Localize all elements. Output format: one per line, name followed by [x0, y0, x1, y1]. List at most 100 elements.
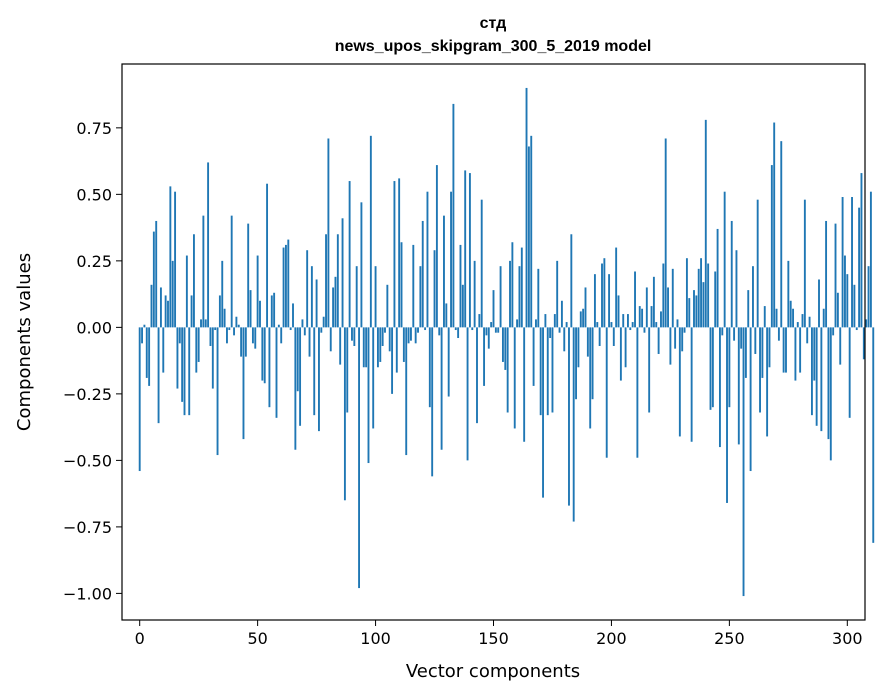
bar	[752, 266, 754, 328]
bar	[525, 87, 528, 328]
bar	[542, 327, 544, 498]
bar	[242, 327, 245, 440]
bar	[405, 327, 408, 456]
bar	[188, 327, 191, 416]
bar	[353, 327, 356, 346]
bar	[605, 327, 608, 458]
bar	[586, 327, 589, 357]
chart-title: стд	[480, 15, 507, 32]
bar	[204, 319, 207, 328]
x-tick-label: 300	[832, 629, 863, 648]
bar	[273, 292, 276, 328]
bar	[445, 303, 448, 328]
bar	[558, 327, 561, 333]
bar	[825, 220, 828, 328]
bar	[608, 274, 611, 328]
bar	[754, 327, 757, 354]
bar	[294, 327, 297, 450]
bar	[834, 223, 837, 328]
bar	[452, 103, 455, 328]
bar	[794, 327, 797, 381]
bar	[376, 327, 379, 368]
bar	[259, 300, 261, 328]
bar	[671, 268, 674, 328]
bar	[407, 327, 410, 344]
bar	[622, 314, 625, 328]
x-tick-label: 200	[596, 629, 627, 648]
bar	[332, 287, 335, 328]
bar	[664, 138, 667, 328]
bar	[157, 327, 160, 424]
bar	[612, 327, 615, 346]
bar	[233, 327, 235, 336]
bar	[737, 327, 740, 445]
bar	[799, 327, 802, 373]
y-tick-label: −0.25	[63, 385, 112, 404]
x-axis-ticks: 0 50 100 150 200 250 300	[135, 620, 863, 648]
bar	[414, 327, 417, 344]
bar	[299, 327, 302, 426]
bar	[169, 186, 172, 328]
bar	[358, 327, 360, 589]
bar	[374, 266, 377, 328]
x-axis-label: Vector components	[406, 661, 580, 682]
bar	[551, 327, 554, 413]
bar	[726, 327, 728, 503]
bar	[787, 260, 790, 328]
bar	[152, 231, 155, 328]
bar	[181, 327, 184, 402]
bar	[688, 298, 691, 328]
bar	[367, 327, 370, 464]
bar	[216, 327, 219, 456]
bar	[846, 274, 849, 328]
bar	[464, 170, 467, 328]
bar	[254, 327, 257, 349]
bar	[685, 258, 688, 328]
bar	[820, 327, 823, 432]
bar	[176, 327, 179, 389]
bar	[251, 327, 254, 344]
bar	[171, 260, 174, 328]
bar	[683, 327, 686, 333]
bar	[480, 199, 483, 328]
bar	[631, 322, 634, 328]
bar	[473, 260, 476, 328]
bar	[662, 263, 665, 328]
bar	[676, 319, 679, 328]
plot-frame	[121, 63, 866, 621]
bar	[256, 255, 259, 328]
bar	[582, 308, 585, 328]
bar	[702, 282, 705, 328]
bar	[865, 319, 868, 328]
x-tick-label: 150	[478, 629, 509, 648]
bar	[556, 260, 559, 328]
bar	[792, 308, 795, 328]
bar	[577, 327, 580, 368]
x-tick-label: 50	[247, 629, 267, 648]
bar	[808, 316, 811, 328]
bar	[322, 316, 325, 328]
bar	[749, 327, 752, 472]
bar	[709, 327, 712, 410]
bar	[360, 202, 363, 328]
bar	[782, 327, 785, 373]
bar	[721, 327, 724, 336]
bar	[629, 327, 632, 331]
bar	[355, 266, 358, 328]
bar	[565, 322, 568, 328]
bar	[756, 199, 759, 328]
bar	[197, 327, 200, 362]
bar	[284, 244, 287, 328]
y-tick-label: 0.75	[76, 119, 112, 138]
y-tick-label: −1.00	[63, 584, 112, 603]
bar	[221, 260, 224, 328]
bar	[143, 324, 146, 328]
bar	[697, 268, 700, 328]
bar	[193, 234, 195, 328]
bar	[761, 327, 764, 378]
bar	[832, 327, 835, 336]
bar	[796, 322, 799, 328]
bar	[386, 284, 389, 328]
bar	[450, 191, 452, 328]
bar	[372, 327, 375, 429]
